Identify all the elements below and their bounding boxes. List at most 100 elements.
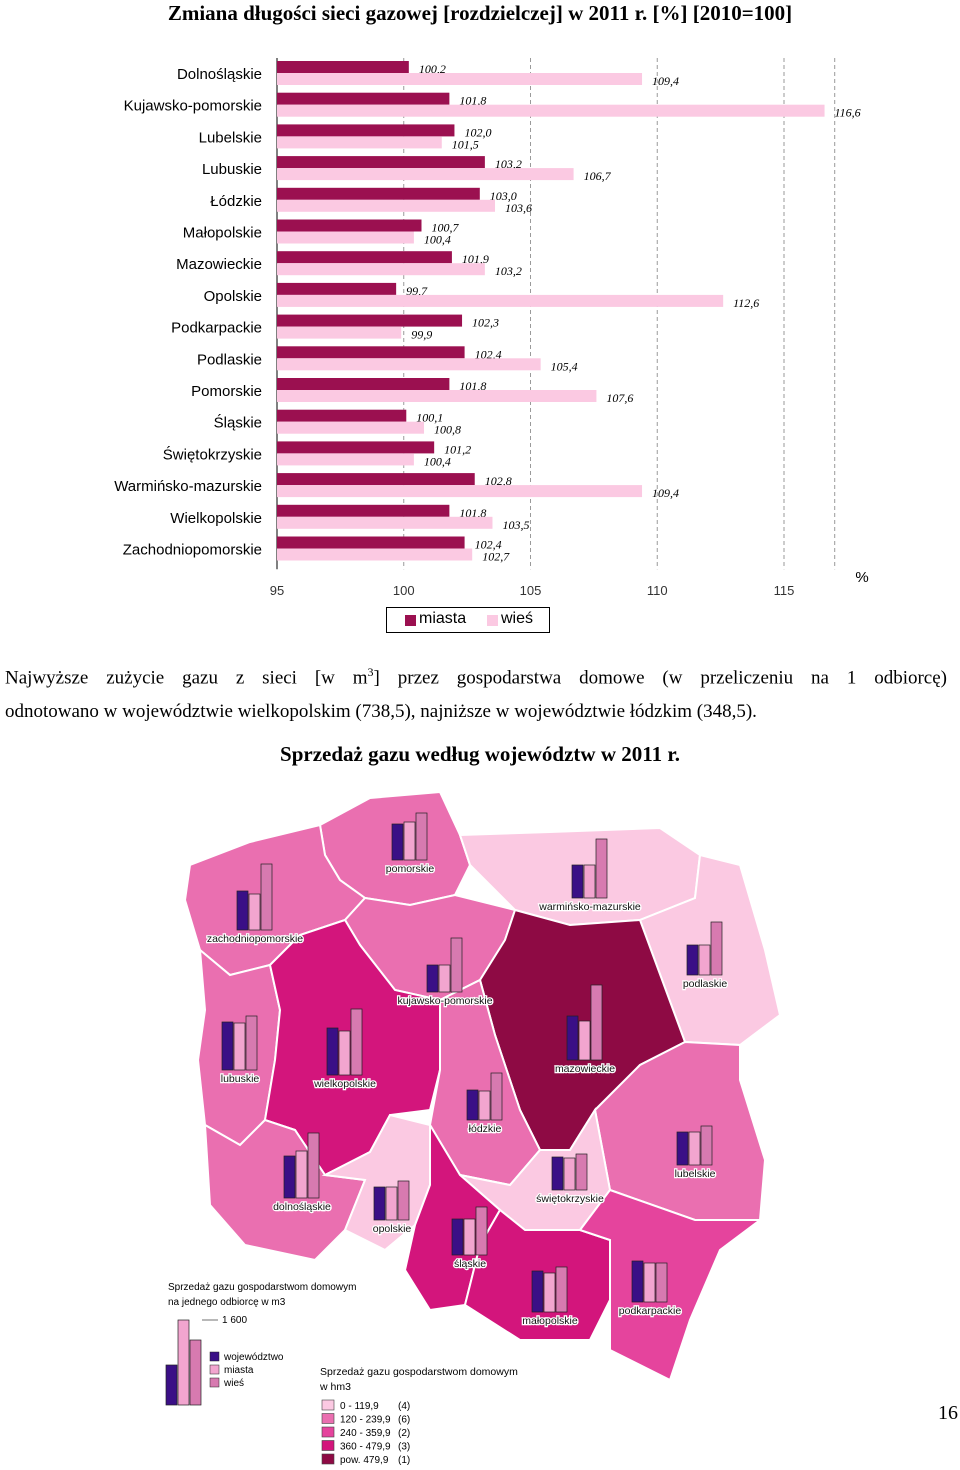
region-bar	[245, 1015, 258, 1071]
bar-miasta	[277, 409, 407, 422]
data-label: 103,2	[495, 264, 522, 278]
bar-miasta	[277, 251, 452, 264]
region-bar	[686, 944, 699, 976]
bar-miasta	[277, 187, 480, 200]
bar-miasta	[277, 219, 422, 232]
data-label: 100,1	[416, 411, 443, 425]
region-bar	[373, 1186, 386, 1221]
map-title: Sprzedaż gazu według województw w 2011 r…	[280, 742, 680, 766]
chart-legend: miasta wieś	[386, 607, 550, 633]
legend-label-wies: wieś	[501, 610, 534, 627]
bar-miasta	[277, 314, 463, 327]
legend2-class-label: 360 - 479,9	[340, 1442, 391, 1453]
legend1-item: miasta	[224, 1365, 254, 1376]
region-label: małopolskie	[522, 1315, 578, 1327]
region-bar	[236, 890, 249, 931]
region-bar	[595, 838, 608, 899]
category-label: Śląskie	[214, 414, 262, 432]
region-label: warmińsko-mazurskie	[538, 901, 641, 913]
legend2-subtitle: w hm3	[319, 1381, 351, 1393]
region-label: dolnośląskie	[273, 1201, 331, 1213]
region-bar	[531, 1270, 544, 1313]
category-label: Pomorskie	[191, 383, 262, 400]
category-label: Podkarpackie	[171, 320, 262, 337]
legend2-class-count: (4)	[398, 1401, 410, 1412]
region-bar	[451, 1218, 464, 1256]
data-label: 103,0	[490, 189, 517, 203]
category-label: Dolnośląskie	[177, 66, 262, 83]
category-label: Opolskie	[204, 288, 262, 305]
legend1-item: województwo	[223, 1352, 284, 1363]
bar-wieś	[277, 73, 643, 85]
bar-wieś	[277, 294, 724, 307]
data-label: 100,4	[424, 454, 451, 468]
region-bar	[338, 1030, 351, 1076]
bar-wieś	[277, 326, 402, 339]
region-bar	[490, 1072, 503, 1121]
data-label: 102,3	[472, 316, 499, 330]
region-bar	[326, 1027, 339, 1076]
bar-wieś	[277, 231, 414, 244]
region-label: kujawsko-pomorskie	[397, 995, 492, 1007]
region-label: opolskie	[373, 1223, 412, 1235]
category-label: Warmińsko-mazurskie	[114, 478, 262, 495]
region-bar	[221, 1021, 234, 1071]
bar-wieś	[277, 516, 493, 529]
data-label: 103,2	[495, 157, 522, 171]
bar-miasta	[277, 124, 455, 137]
bar-wieś	[277, 168, 574, 181]
data-label: 102,7	[482, 550, 510, 564]
bar-miasta	[277, 504, 450, 517]
legend1-swatch	[209, 1377, 220, 1388]
data-label: 100,7	[431, 221, 459, 235]
bar-wieś	[277, 421, 425, 434]
legend1-title: Sprzedaż gazu gospodarstwom domowym	[168, 1282, 356, 1293]
region-bar	[248, 893, 261, 931]
data-label: 101,2	[444, 442, 471, 456]
data-label: 101,8	[459, 506, 486, 520]
x-tick-label: 110	[647, 583, 668, 598]
legend1-swatch	[209, 1364, 220, 1375]
data-label: 102,0	[464, 125, 491, 139]
bar-wieś	[277, 548, 473, 561]
bar-wieś	[277, 199, 496, 212]
legend2-title: Sprzedaż gazu gospodarstwom domowym	[320, 1366, 518, 1378]
region-label: lubuskie	[221, 1073, 260, 1085]
region-bar	[676, 1131, 689, 1166]
region-bar	[391, 823, 404, 861]
region-label: podlaskie	[683, 978, 728, 990]
legend2-swatch	[321, 1440, 335, 1451]
category-label: Kujawsko-pomorskie	[124, 98, 262, 115]
bar-wieś	[277, 453, 414, 466]
legend1-subtitle: na jednego odbiorcę w m3	[168, 1297, 286, 1308]
region-bar	[233, 1022, 246, 1071]
legend1-scale: 1 600	[222, 1315, 247, 1326]
bar-wieś	[277, 104, 825, 117]
bar-miasta	[277, 378, 450, 390]
region-label: lubelskie	[675, 1168, 716, 1180]
category-label: Łódzkie	[210, 193, 262, 210]
legend2-class-label: 0 - 119,9	[340, 1401, 379, 1412]
region-bar	[688, 1131, 701, 1166]
bar-wieś	[277, 390, 597, 402]
data-label: 103,6	[505, 201, 532, 215]
data-label: 102,4	[475, 538, 502, 552]
region-bar	[710, 921, 723, 976]
region-bar	[631, 1260, 644, 1303]
legend-swatch-miasta	[405, 615, 416, 626]
data-label: 100,2	[419, 62, 446, 76]
legend1-swatch	[209, 1351, 220, 1362]
region-bar	[403, 821, 416, 861]
region-bar	[295, 1150, 308, 1199]
region-bar	[555, 1266, 568, 1313]
region-bar	[397, 1180, 410, 1221]
region-bar	[426, 964, 439, 993]
legend-label-miasta: miasta	[419, 610, 467, 627]
bar-miasta	[277, 346, 465, 359]
region-bar	[578, 1020, 591, 1061]
region-bar	[551, 1156, 564, 1191]
data-label: 112,6	[733, 296, 759, 310]
data-label: 101,9	[462, 252, 489, 266]
region-bar	[643, 1262, 656, 1303]
region-bar	[350, 1008, 363, 1076]
